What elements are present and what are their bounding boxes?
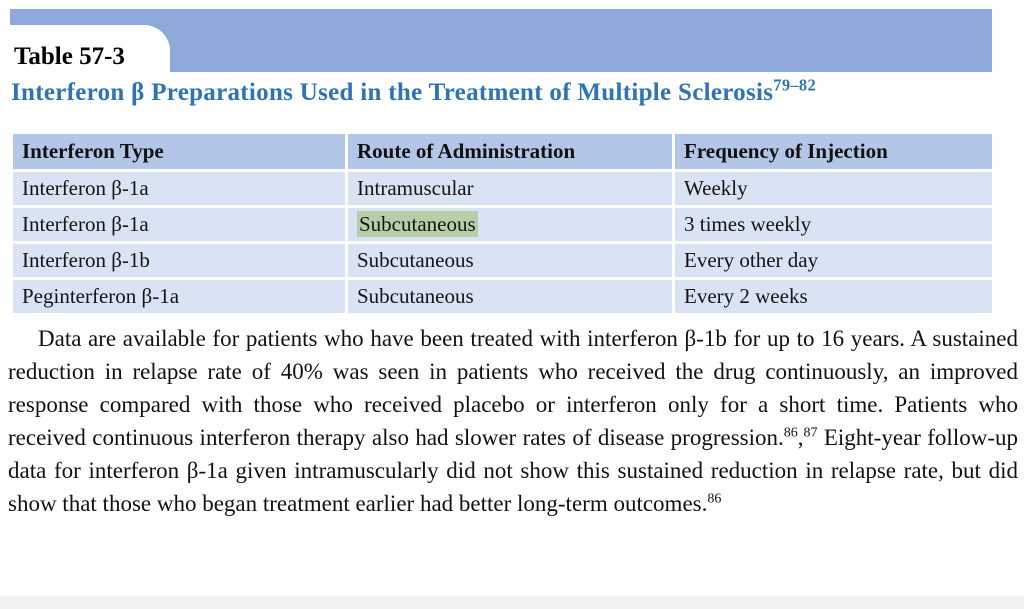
reference-superscript: 86: [707, 491, 722, 507]
table-banner-band: [10, 9, 992, 72]
table-cell: Interferon β-1b: [10, 241, 348, 280]
table-title-text: Interferon β Preparations Used in the Tr…: [11, 79, 774, 106]
table-row: Interferon β-1b Subcutaneous Every other d…: [10, 241, 995, 280]
reference-superscript: 86: [783, 425, 798, 441]
paragraph-text: ,: [797, 425, 804, 450]
table-number-label: Table 57-3: [14, 43, 125, 70]
table-cell: Weekly: [672, 169, 995, 208]
column-header: Frequency of Injection: [672, 131, 995, 172]
column-header: Interferon Type: [10, 131, 348, 172]
table-cell: Subcutaneous: [345, 241, 675, 280]
table-cell: Every other day: [672, 241, 995, 280]
table-header-row: Interferon Type Route of Administration Fr…: [10, 131, 995, 172]
paragraph-text: Eight-year follow-up data for interferon…: [8, 425, 1018, 516]
interferon-preparations-table: Interferon Type Route of Administration Fr…: [10, 131, 995, 316]
table-row: Interferon β-1a Subcutaneous 3 times weekl…: [10, 205, 995, 244]
table-number-tab: Table 57-3: [10, 25, 170, 72]
table-cell: Interferon β-1a: [10, 169, 348, 208]
highlighted-text: Subcutaneous: [357, 210, 478, 237]
reference-superscript: 87: [803, 425, 818, 441]
table-cell: 3 times weekly: [672, 205, 995, 244]
table-title: Interferon β Preparations Used in the Tr…: [11, 75, 817, 107]
body-paragraph: Data are available for patients who have…: [8, 322, 1018, 520]
table-title-reference-superscript: 79–82: [773, 75, 817, 95]
column-header: Route of Administration: [345, 131, 675, 172]
table-cell: Subcutaneous: [345, 277, 675, 316]
page-bottom-strip: [0, 596, 1024, 609]
table-row: Peginterferon β-1a Subcutaneous Every 2 we…: [10, 277, 995, 316]
table-cell: Intramuscular: [345, 169, 675, 208]
table-cell: Subcutaneous: [345, 205, 675, 244]
paragraph-text: Data are available for patients who have…: [8, 326, 1018, 450]
table-row: Interferon β-1a Intramuscular Weekly: [10, 169, 995, 208]
table-cell: Every 2 weeks: [672, 277, 995, 316]
table-cell: Peginterferon β-1a: [10, 277, 348, 316]
table-cell: Interferon β-1a: [10, 205, 348, 244]
